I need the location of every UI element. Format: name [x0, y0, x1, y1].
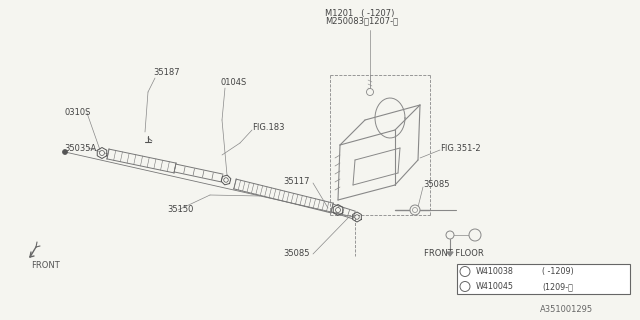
Text: M1201   ( -1207): M1201 ( -1207) [325, 9, 394, 18]
Circle shape [446, 231, 454, 239]
Text: 35085: 35085 [423, 180, 449, 188]
Circle shape [367, 89, 374, 95]
Circle shape [100, 150, 104, 156]
Circle shape [355, 215, 359, 219]
Circle shape [224, 178, 228, 182]
Polygon shape [447, 252, 453, 256]
Text: 35085: 35085 [284, 250, 310, 259]
Circle shape [63, 149, 67, 155]
Text: 0310S: 0310S [64, 108, 90, 116]
Circle shape [335, 208, 340, 212]
Circle shape [460, 267, 470, 276]
Text: FIG.351-2: FIG.351-2 [440, 143, 481, 153]
Text: 35117: 35117 [284, 177, 310, 186]
Text: W410038: W410038 [476, 267, 514, 276]
Text: ( -1209): ( -1209) [542, 267, 573, 276]
Circle shape [469, 229, 481, 241]
Text: W410045: W410045 [476, 282, 514, 291]
Text: 35150: 35150 [167, 205, 193, 214]
Text: (1209-）: (1209-） [542, 282, 573, 291]
Text: 35187: 35187 [153, 68, 180, 76]
Text: FIG.183: FIG.183 [252, 123, 285, 132]
Text: 0104S: 0104S [220, 77, 246, 86]
Text: 1: 1 [472, 230, 477, 239]
Text: 35035A: 35035A [64, 143, 96, 153]
Circle shape [413, 207, 417, 212]
Text: FRONT FLOOR: FRONT FLOOR [424, 249, 484, 258]
FancyBboxPatch shape [457, 264, 630, 294]
Circle shape [460, 282, 470, 292]
Text: M250083（1207-）: M250083（1207-） [325, 17, 398, 26]
Text: FRONT: FRONT [31, 260, 60, 269]
Text: 1: 1 [463, 284, 467, 290]
Circle shape [410, 205, 420, 215]
Text: 1: 1 [463, 268, 467, 275]
Text: A351001295: A351001295 [540, 305, 593, 314]
